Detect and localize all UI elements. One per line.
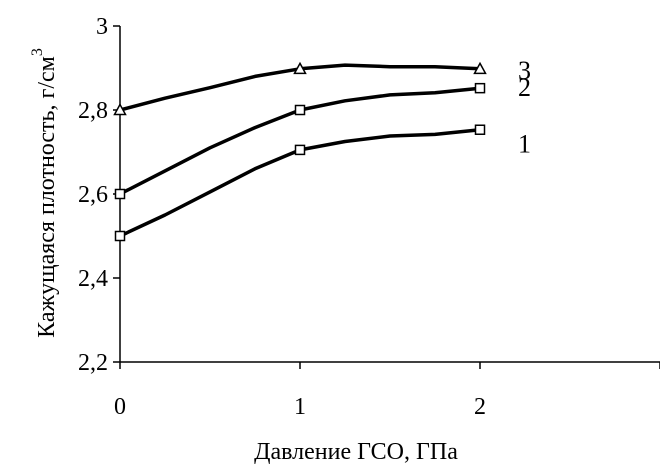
- series-2-point: [474, 82, 486, 94]
- y-tick-label: 2,6: [78, 182, 108, 208]
- series-1-point: [114, 230, 126, 242]
- series-2-label: 2: [518, 73, 531, 102]
- y-axis-title: Кажущаяся плотность, г/см3: [29, 48, 60, 338]
- y-tick-label: 3: [96, 14, 108, 40]
- y-axis-title-text: Кажущаяся плотность, г/см: [34, 56, 60, 338]
- y-tick-label: 2,8: [78, 98, 108, 124]
- y-tick-label: 2,4: [78, 266, 108, 292]
- x-tick-label: 0: [114, 394, 126, 420]
- y-tick-label: 2,2: [78, 350, 108, 376]
- series-2-line: [118, 86, 482, 196]
- series-2-point: [114, 188, 126, 200]
- x-tick-label: 1: [294, 394, 306, 420]
- x-tick-label: 2: [474, 394, 486, 420]
- series-1-label: 1: [518, 130, 531, 159]
- series-2-point: [294, 104, 306, 116]
- series-3-label: 3: [518, 56, 531, 85]
- series-3-point: [473, 61, 487, 75]
- series-1-point: [474, 124, 486, 135]
- y-axis-title-superscript: 3: [29, 48, 46, 56]
- series-3-point: [113, 102, 127, 116]
- series-1-point: [294, 144, 306, 156]
- x-axis-title: Давление ГСО, ГПа: [254, 439, 458, 465]
- series-3-point: [293, 61, 307, 75]
